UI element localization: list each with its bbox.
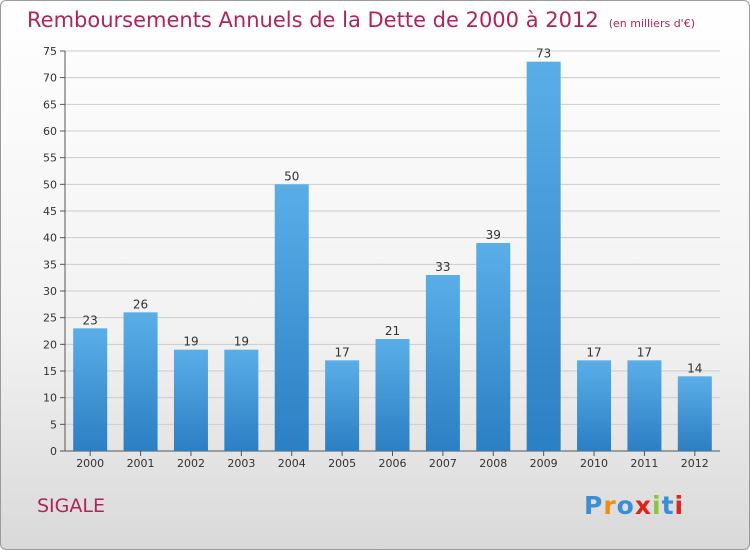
- logo-letter: i: [674, 491, 685, 520]
- x-tick-label-2001: 2001: [127, 457, 155, 470]
- bar-2009: [526, 61, 561, 452]
- bar-2006: [375, 339, 410, 451]
- value-label-2003: 19: [234, 335, 249, 349]
- bar-2003: [224, 349, 259, 451]
- y-tick-label: 40: [43, 232, 57, 245]
- bar-2010: [577, 360, 612, 451]
- x-tick-label-2011: 2011: [630, 457, 658, 470]
- logo-letter: P: [584, 491, 604, 520]
- value-label-2006: 21: [385, 324, 400, 338]
- bar-2011: [627, 360, 662, 451]
- y-tick-label: 45: [43, 205, 57, 218]
- chart-subtitle: (en milliers d'€): [608, 17, 695, 30]
- x-tick-label-2009: 2009: [530, 457, 558, 470]
- y-tick-label: 0: [50, 445, 57, 458]
- value-label-2011: 17: [637, 345, 652, 359]
- x-tick-label-2000: 2000: [76, 457, 104, 470]
- y-tick-label: 65: [43, 98, 57, 111]
- value-label-2004: 50: [284, 169, 299, 183]
- logo-letter: o: [616, 491, 635, 520]
- value-label-2010: 17: [586, 345, 601, 359]
- value-label-2001: 26: [133, 297, 148, 311]
- value-label-2005: 17: [334, 345, 349, 359]
- value-label-2000: 23: [83, 313, 98, 327]
- x-tick-label-2012: 2012: [681, 457, 709, 470]
- labels: 0 5 10 15 20 25 30 35 40 45 50 55 60 65 70 75 23 2000 26 20…: [43, 45, 709, 470]
- x-tick-label-2003: 2003: [227, 457, 255, 470]
- y-tick-label: 70: [43, 72, 57, 85]
- x-tick-label-2008: 2008: [479, 457, 507, 470]
- bar-2005: [325, 360, 360, 451]
- y-tick-label: 25: [43, 312, 57, 325]
- value-label-2007: 33: [435, 260, 450, 274]
- chart-title: Remboursements Annuels de la Dette de 20…: [27, 8, 695, 32]
- y-tick-label: 60: [43, 125, 57, 138]
- bars: [73, 61, 712, 452]
- x-tick-label-2005: 2005: [328, 457, 356, 470]
- x-tick-label-2004: 2004: [278, 457, 306, 470]
- bar-2008: [476, 243, 511, 451]
- y-tick-label: 35: [43, 258, 57, 271]
- value-label-2002: 19: [183, 335, 198, 349]
- y-tick-label: 20: [43, 338, 57, 351]
- bar-2007: [425, 275, 460, 451]
- x-tick-label-2006: 2006: [379, 457, 407, 470]
- x-tick-label-2002: 2002: [177, 457, 205, 470]
- title-text: Remboursements Annuels de la Dette de 20…: [27, 8, 599, 32]
- y-tick-label: 50: [43, 178, 57, 191]
- y-tick-label: 75: [43, 45, 57, 58]
- y-tick-label: 55: [43, 152, 57, 165]
- y-tick-label: 5: [50, 418, 57, 431]
- x-tick-label-2007: 2007: [429, 457, 457, 470]
- logo-letter: i: [652, 491, 662, 520]
- logo-letter: x: [634, 491, 652, 520]
- y-tick-label: 15: [43, 365, 57, 378]
- bar-2002: [173, 349, 208, 451]
- bar-2001: [123, 312, 158, 451]
- logo-letter: r: [603, 491, 617, 520]
- bar-2004: [274, 184, 309, 452]
- y-tick-label: 30: [43, 285, 57, 298]
- logo-letter: t: [661, 491, 675, 520]
- value-label-2012: 14: [687, 361, 702, 375]
- value-label-2009: 73: [536, 47, 551, 61]
- value-label-2008: 39: [486, 228, 501, 242]
- y-tick-label: 10: [43, 392, 57, 405]
- x-tick-label-2010: 2010: [580, 457, 608, 470]
- bar-2012: [677, 376, 712, 451]
- proxiti-logo: Proxiti: [584, 491, 684, 520]
- bar-2000: [73, 328, 108, 451]
- commune-name: SIGALE: [37, 495, 105, 517]
